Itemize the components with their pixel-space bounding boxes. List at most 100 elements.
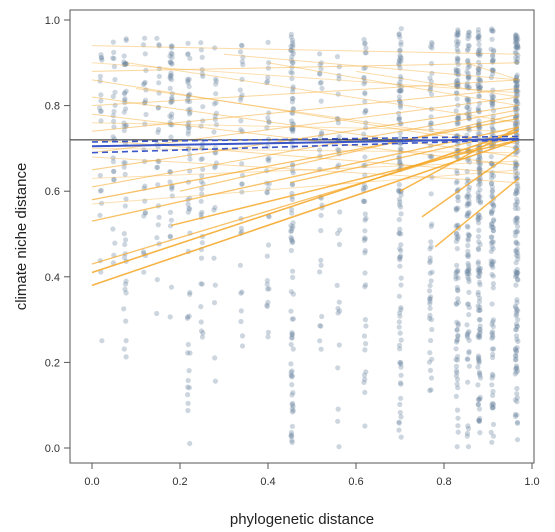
data-point bbox=[396, 342, 403, 348]
data-point bbox=[397, 135, 403, 141]
data-point bbox=[155, 129, 161, 135]
data-point bbox=[513, 268, 519, 275]
data-point bbox=[264, 303, 270, 309]
data-point bbox=[477, 155, 483, 162]
data-point bbox=[334, 54, 341, 60]
data-point bbox=[111, 118, 117, 124]
data-point bbox=[397, 330, 403, 336]
data-point bbox=[455, 236, 461, 242]
data-point bbox=[429, 70, 435, 76]
data-point bbox=[317, 147, 323, 153]
data-point bbox=[110, 159, 116, 165]
data-point bbox=[427, 367, 434, 373]
data-point bbox=[187, 91, 193, 97]
data-point bbox=[167, 75, 173, 81]
data-point bbox=[122, 241, 128, 248]
data-point bbox=[490, 98, 496, 104]
data-point bbox=[513, 326, 519, 333]
data-point bbox=[455, 71, 461, 77]
data-point bbox=[476, 274, 482, 280]
data-point bbox=[465, 211, 472, 217]
data-point bbox=[464, 157, 471, 163]
data-point bbox=[475, 259, 481, 265]
data-point bbox=[465, 58, 471, 65]
data-point bbox=[187, 109, 193, 115]
data-point bbox=[466, 201, 472, 207]
data-point bbox=[427, 387, 433, 394]
data-point bbox=[184, 315, 191, 321]
data-point bbox=[185, 51, 191, 57]
data-point bbox=[398, 395, 404, 401]
data-point bbox=[464, 104, 470, 110]
data-point bbox=[465, 301, 471, 307]
data-point bbox=[490, 392, 496, 398]
data-point bbox=[477, 200, 483, 206]
data-point bbox=[362, 154, 368, 160]
data-point bbox=[361, 131, 367, 137]
data-point bbox=[514, 297, 520, 303]
data-point bbox=[454, 77, 461, 83]
data-point bbox=[476, 227, 482, 233]
data-point bbox=[289, 182, 295, 188]
data-point bbox=[97, 105, 103, 111]
data-point bbox=[337, 308, 343, 314]
data-point bbox=[515, 270, 521, 276]
data-point bbox=[477, 326, 483, 332]
data-point bbox=[187, 289, 193, 296]
data-point bbox=[428, 44, 434, 50]
data-point bbox=[490, 319, 496, 325]
data-point bbox=[514, 229, 521, 235]
data-point bbox=[455, 198, 461, 204]
data-point bbox=[514, 365, 520, 371]
data-point bbox=[476, 85, 482, 91]
data-point bbox=[318, 98, 324, 104]
data-point bbox=[290, 239, 296, 245]
data-point bbox=[396, 293, 402, 299]
data-point bbox=[211, 129, 217, 135]
data-point bbox=[513, 165, 519, 171]
data-point bbox=[513, 32, 519, 39]
data-point bbox=[476, 165, 482, 172]
data-point bbox=[513, 44, 519, 50]
data-point bbox=[361, 379, 367, 385]
data-point bbox=[142, 35, 148, 41]
data-point bbox=[121, 109, 127, 115]
data-point bbox=[490, 246, 496, 252]
data-point bbox=[237, 262, 243, 268]
data-point bbox=[186, 368, 192, 374]
data-point bbox=[514, 270, 520, 276]
data-point bbox=[362, 236, 368, 242]
data-point bbox=[465, 423, 471, 429]
data-point bbox=[454, 222, 460, 228]
data-point bbox=[318, 228, 324, 234]
data-point bbox=[169, 43, 175, 49]
data-point bbox=[266, 286, 272, 292]
data-point bbox=[185, 350, 191, 356]
data-point bbox=[453, 300, 459, 306]
data-point bbox=[238, 290, 244, 296]
data-point bbox=[290, 86, 296, 92]
data-point bbox=[455, 322, 461, 328]
data-point bbox=[464, 252, 470, 258]
data-point bbox=[513, 348, 520, 354]
data-point bbox=[396, 319, 402, 325]
data-point bbox=[264, 281, 270, 287]
data-point bbox=[512, 35, 519, 42]
plot-frame bbox=[69, 9, 535, 464]
data-point bbox=[513, 88, 519, 95]
data-point bbox=[476, 239, 482, 245]
data-point bbox=[455, 275, 461, 281]
species-regression-line bbox=[421, 147, 520, 218]
data-point bbox=[396, 88, 402, 94]
data-point bbox=[397, 159, 403, 166]
data-point bbox=[169, 186, 175, 192]
data-point bbox=[490, 94, 496, 100]
data-point bbox=[465, 236, 471, 242]
data-point bbox=[396, 32, 402, 38]
data-point bbox=[514, 391, 520, 397]
data-point bbox=[465, 379, 471, 385]
data-point bbox=[199, 71, 205, 77]
data-point bbox=[398, 307, 404, 313]
data-point bbox=[489, 26, 495, 32]
data-point bbox=[454, 31, 460, 37]
